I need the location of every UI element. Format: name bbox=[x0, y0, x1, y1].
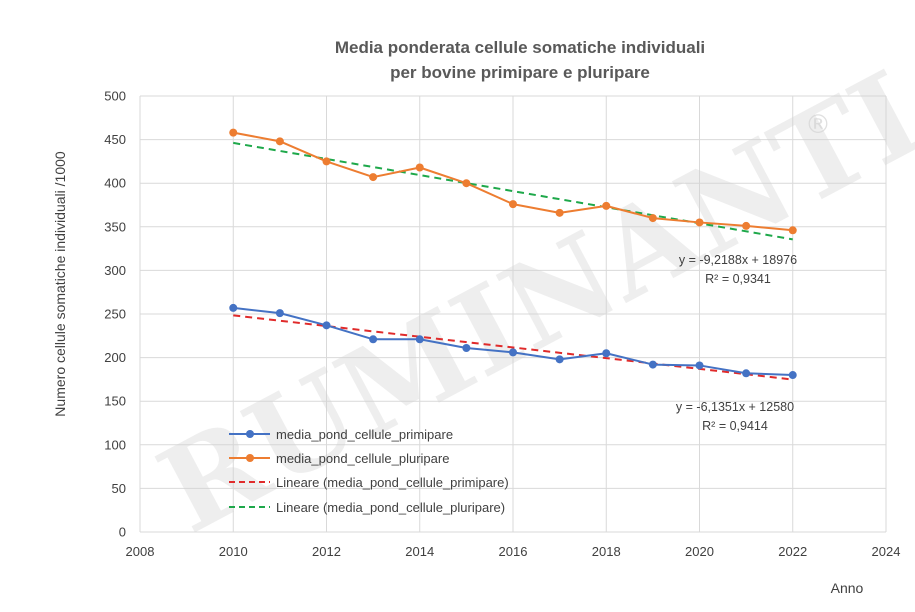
data-point-pluripare bbox=[275, 137, 284, 146]
watermark-registered-mark: ® bbox=[805, 110, 831, 140]
data-point-pluripare bbox=[462, 179, 471, 188]
legend: media_pond_cellule_primipare media_pond_… bbox=[229, 427, 509, 515]
legend-marker-pluripare bbox=[246, 454, 254, 462]
watermark-text: RUMINANTIA bbox=[138, 0, 915, 559]
data-point-primipare bbox=[602, 349, 611, 358]
x-axis-title: Anno bbox=[831, 580, 864, 596]
data-point-primipare bbox=[462, 344, 471, 353]
x-tick-label: 2020 bbox=[685, 544, 714, 559]
x-tick-label: 2008 bbox=[126, 544, 155, 559]
data-point-pluripare bbox=[555, 208, 564, 217]
chart-title-line-2: per bovine primipare e pluripare bbox=[390, 63, 650, 82]
data-point-primipare bbox=[275, 309, 284, 318]
data-point-primipare bbox=[322, 321, 331, 330]
y-tick-label: 300 bbox=[104, 263, 126, 278]
data-point-pluripare bbox=[742, 221, 751, 230]
x-tick-label: 2018 bbox=[592, 544, 621, 559]
data-point-pluripare bbox=[788, 226, 797, 235]
trendline-equation-pluripare: y = -9,2188x + 18976 bbox=[679, 253, 797, 267]
trendline-r2-primipare: R² = 0,9414 bbox=[702, 419, 768, 433]
legend-label-primipare: media_pond_cellule_primipare bbox=[276, 427, 453, 442]
data-point-pluripare bbox=[322, 157, 331, 166]
y-tick-label: 150 bbox=[104, 394, 126, 409]
y-tick-label: 250 bbox=[104, 307, 126, 322]
data-point-pluripare bbox=[509, 200, 517, 209]
x-tick-label: 2016 bbox=[499, 544, 528, 559]
data-point-pluripare bbox=[695, 218, 704, 227]
data-point-pluripare bbox=[415, 163, 424, 172]
data-series bbox=[229, 128, 797, 380]
y-tick-label: 200 bbox=[104, 350, 126, 365]
legend-marker-primipare bbox=[246, 430, 254, 438]
data-point-pluripare bbox=[369, 173, 378, 182]
data-point-primipare bbox=[788, 371, 797, 380]
trendline-r2-pluripare: R² = 0,9341 bbox=[705, 272, 771, 286]
gridlines bbox=[139, 95, 887, 533]
x-tick-label: 2010 bbox=[219, 544, 248, 559]
data-point-primipare bbox=[415, 335, 424, 344]
data-point-primipare bbox=[695, 361, 704, 370]
data-point-primipare bbox=[648, 360, 657, 369]
y-tick-label: 500 bbox=[104, 89, 126, 104]
y-tick-label: 100 bbox=[104, 437, 126, 452]
legend-label-trend-pluripare: Lineare (media_pond_cellule_pluripare) bbox=[276, 500, 505, 515]
data-point-pluripare bbox=[648, 214, 657, 223]
legend-label-pluripare: media_pond_cellule_pluripare bbox=[276, 451, 449, 466]
data-point-primipare bbox=[555, 355, 564, 364]
y-tick-label: 350 bbox=[104, 219, 126, 234]
y-axis-title: Numero cellule somatiche individuali /10… bbox=[52, 151, 68, 417]
trendline-equation-primipare: y = -6,1351x + 12580 bbox=[676, 400, 794, 414]
data-point-primipare bbox=[742, 369, 751, 378]
data-point-pluripare bbox=[602, 201, 611, 210]
legend-label-trend-primipare: Lineare (media_pond_cellule_primipare) bbox=[276, 475, 509, 490]
x-tick-label: 2014 bbox=[405, 544, 434, 559]
data-point-primipare bbox=[229, 303, 238, 312]
x-tick-label: 2022 bbox=[778, 544, 807, 559]
y-tick-label: 0 bbox=[119, 525, 126, 540]
y-tick-label: 450 bbox=[104, 132, 126, 147]
data-point-primipare bbox=[509, 348, 517, 357]
axes: 0 50 100 150 200 250 300 350 400 450 500 2008 2010 20… bbox=[104, 89, 900, 560]
x-tick-label: 2012 bbox=[312, 544, 341, 559]
chart-title-line-1: Media ponderata cellule somatiche indivi… bbox=[335, 38, 705, 57]
y-tick-label: 50 bbox=[112, 481, 126, 496]
x-tick-label: 2024 bbox=[872, 544, 901, 559]
y-tick-label: 400 bbox=[104, 176, 126, 191]
data-point-pluripare bbox=[229, 128, 238, 137]
data-point-primipare bbox=[369, 335, 378, 344]
